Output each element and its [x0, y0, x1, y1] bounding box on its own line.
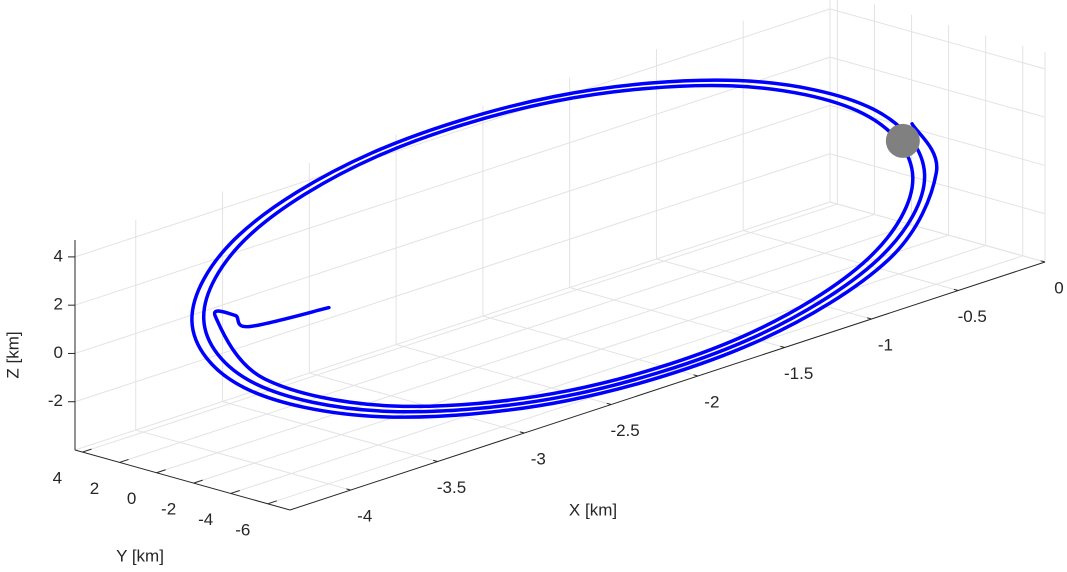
y-tick-label: 4	[53, 469, 62, 488]
x-tick	[1040, 260, 1046, 263]
z-tick-label: -2	[48, 391, 63, 410]
y-tick	[193, 479, 203, 484]
box-edge	[74, 201, 831, 451]
x-tick-label: 0	[1054, 278, 1063, 297]
grid-line	[482, 106, 699, 377]
grid-line	[119, 4, 875, 463]
x-tick-label: -3	[531, 450, 546, 469]
trajectory	[190, 78, 939, 419]
grid-line	[82, 0, 838, 453]
x-tick-label: -4	[357, 507, 372, 526]
z-tick-label: 0	[54, 343, 63, 362]
x-tick	[693, 374, 699, 377]
x-tick-label: -0.5	[958, 307, 987, 326]
grid-line	[308, 163, 525, 434]
z-tick-label: 2	[54, 295, 63, 314]
x-tick	[433, 459, 438, 463]
x-tick	[780, 345, 785, 348]
x-tick	[346, 488, 351, 491]
grid-line	[156, 14, 913, 474]
x-tick-label: -3.5	[437, 478, 466, 497]
z-axis-label: Z [km]	[3, 331, 22, 378]
grid-line	[742, 20, 959, 291]
x-tick	[519, 431, 525, 434]
x-tick	[867, 317, 872, 320]
y-tick	[230, 489, 240, 494]
axis-line	[74, 449, 291, 511]
grid-line	[193, 25, 950, 484]
y-axis-label: Y [km]	[116, 546, 164, 565]
y-tick-label: -2	[161, 500, 176, 519]
y-tick	[267, 500, 277, 505]
x-tick	[606, 402, 612, 406]
x-axis-label: X [km]	[569, 500, 617, 519]
x-tick	[953, 288, 959, 291]
sphere	[885, 123, 920, 158]
y-tick	[82, 448, 92, 453]
x-tick-label: -2.5	[610, 421, 639, 440]
y-tick	[156, 469, 166, 474]
y-tick-label: -4	[198, 510, 213, 529]
grid-line	[569, 77, 785, 348]
grid-line	[74, 56, 1046, 306]
grid-line	[74, 104, 1046, 354]
grid-line	[395, 134, 612, 406]
grid-line	[230, 35, 987, 494]
y-tick-label: -6	[235, 520, 250, 539]
x-tick-label: -1	[878, 335, 893, 354]
y-tick	[119, 458, 129, 463]
grid-line	[74, 153, 1046, 403]
z-tick-label: 4	[54, 246, 63, 265]
grid-line	[135, 220, 351, 491]
y-tick-label: 0	[127, 489, 136, 508]
grid-line	[222, 191, 438, 463]
grid-line	[655, 49, 872, 320]
grid-line	[829, 0, 1046, 263]
grid-line	[267, 45, 1024, 505]
y-tick-label: 2	[90, 479, 99, 498]
x-tick-label: -1.5	[784, 364, 813, 383]
x-tick-label: -2	[704, 393, 719, 412]
axis-line	[289, 261, 1046, 511]
